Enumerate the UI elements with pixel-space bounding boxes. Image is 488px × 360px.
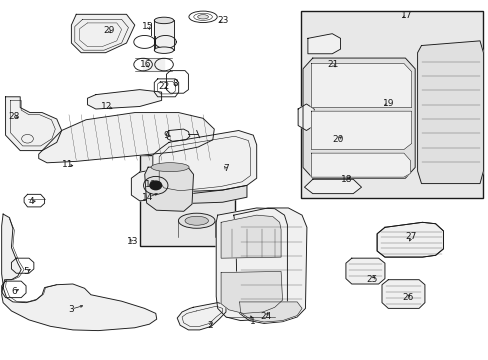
Text: 15: 15 bbox=[142, 22, 153, 31]
Text: 18: 18 bbox=[341, 175, 352, 184]
Polygon shape bbox=[239, 302, 302, 322]
Text: 22: 22 bbox=[158, 82, 169, 91]
Polygon shape bbox=[381, 280, 424, 309]
Text: 23: 23 bbox=[216, 16, 228, 25]
Polygon shape bbox=[304, 179, 361, 194]
Polygon shape bbox=[345, 258, 384, 284]
Text: 27: 27 bbox=[405, 232, 416, 241]
Polygon shape bbox=[5, 97, 61, 150]
Polygon shape bbox=[311, 153, 409, 177]
Text: 6: 6 bbox=[11, 287, 17, 296]
Ellipse shape bbox=[184, 216, 208, 225]
Polygon shape bbox=[233, 208, 306, 323]
Text: 26: 26 bbox=[401, 293, 413, 302]
Polygon shape bbox=[154, 21, 173, 50]
Text: 29: 29 bbox=[103, 26, 114, 35]
Bar bbox=[140, 155, 234, 246]
Polygon shape bbox=[311, 111, 411, 149]
Text: 1: 1 bbox=[250, 317, 256, 326]
Polygon shape bbox=[143, 58, 163, 71]
Polygon shape bbox=[311, 63, 411, 108]
Polygon shape bbox=[1, 214, 157, 330]
Text: 17: 17 bbox=[400, 11, 411, 20]
Text: 16: 16 bbox=[140, 60, 151, 69]
Polygon shape bbox=[216, 208, 287, 320]
Polygon shape bbox=[153, 131, 256, 195]
Text: 5: 5 bbox=[23, 267, 29, 276]
Text: 9: 9 bbox=[163, 131, 169, 140]
Text: 7: 7 bbox=[223, 164, 228, 173]
Text: 12: 12 bbox=[101, 102, 112, 111]
Polygon shape bbox=[376, 222, 443, 257]
Polygon shape bbox=[221, 271, 282, 314]
Ellipse shape bbox=[151, 163, 189, 172]
Polygon shape bbox=[87, 90, 161, 109]
Text: 25: 25 bbox=[366, 275, 377, 284]
Text: 8: 8 bbox=[172, 80, 178, 89]
Ellipse shape bbox=[154, 17, 173, 24]
Circle shape bbox=[150, 181, 161, 190]
Polygon shape bbox=[417, 41, 483, 184]
Polygon shape bbox=[221, 215, 281, 258]
Text: 4: 4 bbox=[28, 197, 34, 206]
Text: 11: 11 bbox=[62, 161, 74, 170]
Text: 28: 28 bbox=[9, 112, 20, 121]
Polygon shape bbox=[131, 168, 182, 201]
Ellipse shape bbox=[154, 47, 173, 53]
Text: 10: 10 bbox=[145, 180, 156, 189]
Text: 24: 24 bbox=[260, 312, 271, 321]
Text: 14: 14 bbox=[142, 193, 153, 202]
Text: 2: 2 bbox=[207, 321, 213, 330]
Polygon shape bbox=[144, 166, 193, 211]
Text: 20: 20 bbox=[332, 135, 343, 144]
Polygon shape bbox=[177, 303, 225, 330]
Polygon shape bbox=[298, 104, 314, 131]
Text: 19: 19 bbox=[382, 99, 393, 108]
Text: 21: 21 bbox=[327, 60, 338, 69]
Polygon shape bbox=[153, 185, 246, 204]
Polygon shape bbox=[307, 34, 340, 54]
Ellipse shape bbox=[178, 213, 215, 228]
Polygon shape bbox=[39, 113, 214, 163]
Text: 3: 3 bbox=[68, 305, 74, 314]
Polygon shape bbox=[71, 14, 135, 53]
Bar bbox=[300, 12, 483, 198]
Text: 13: 13 bbox=[126, 237, 138, 246]
Ellipse shape bbox=[197, 15, 208, 19]
Polygon shape bbox=[303, 58, 414, 178]
